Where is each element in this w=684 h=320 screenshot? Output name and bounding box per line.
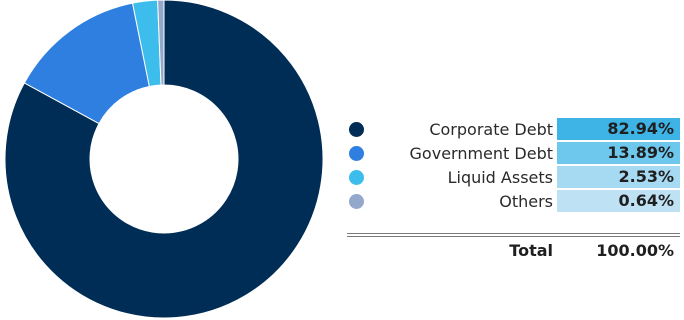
legend-row: Government Debt 13.89% xyxy=(340,142,684,164)
legend-label: Corporate Debt xyxy=(429,120,553,139)
legend-row: Corporate Debt 82.94% xyxy=(340,118,684,140)
legend-value: 82.94% xyxy=(557,118,680,140)
legend-label: Others xyxy=(499,192,553,211)
legend-swatch xyxy=(349,146,364,161)
legend-swatch xyxy=(349,170,364,185)
donut-chart xyxy=(4,0,324,319)
legend-label: Government Debt xyxy=(409,144,553,163)
legend-swatch xyxy=(349,194,364,209)
legend-swatch xyxy=(349,122,364,137)
total-divider xyxy=(347,233,680,234)
total-value: 100.00% xyxy=(596,241,674,260)
total-row: Total 100.00% xyxy=(340,239,684,261)
legend-value: 0.64% xyxy=(557,190,680,212)
legend-row: Others 0.64% xyxy=(340,190,684,212)
donut-slice xyxy=(4,0,324,319)
total-label: Total xyxy=(509,241,553,260)
legend-value: 2.53% xyxy=(557,166,680,188)
legend-label: Liquid Assets xyxy=(447,168,553,187)
legend-row: Liquid Assets 2.53% xyxy=(340,166,684,188)
donut-slice xyxy=(157,0,165,86)
total-divider xyxy=(347,236,680,237)
legend-value: 13.89% xyxy=(557,142,680,164)
